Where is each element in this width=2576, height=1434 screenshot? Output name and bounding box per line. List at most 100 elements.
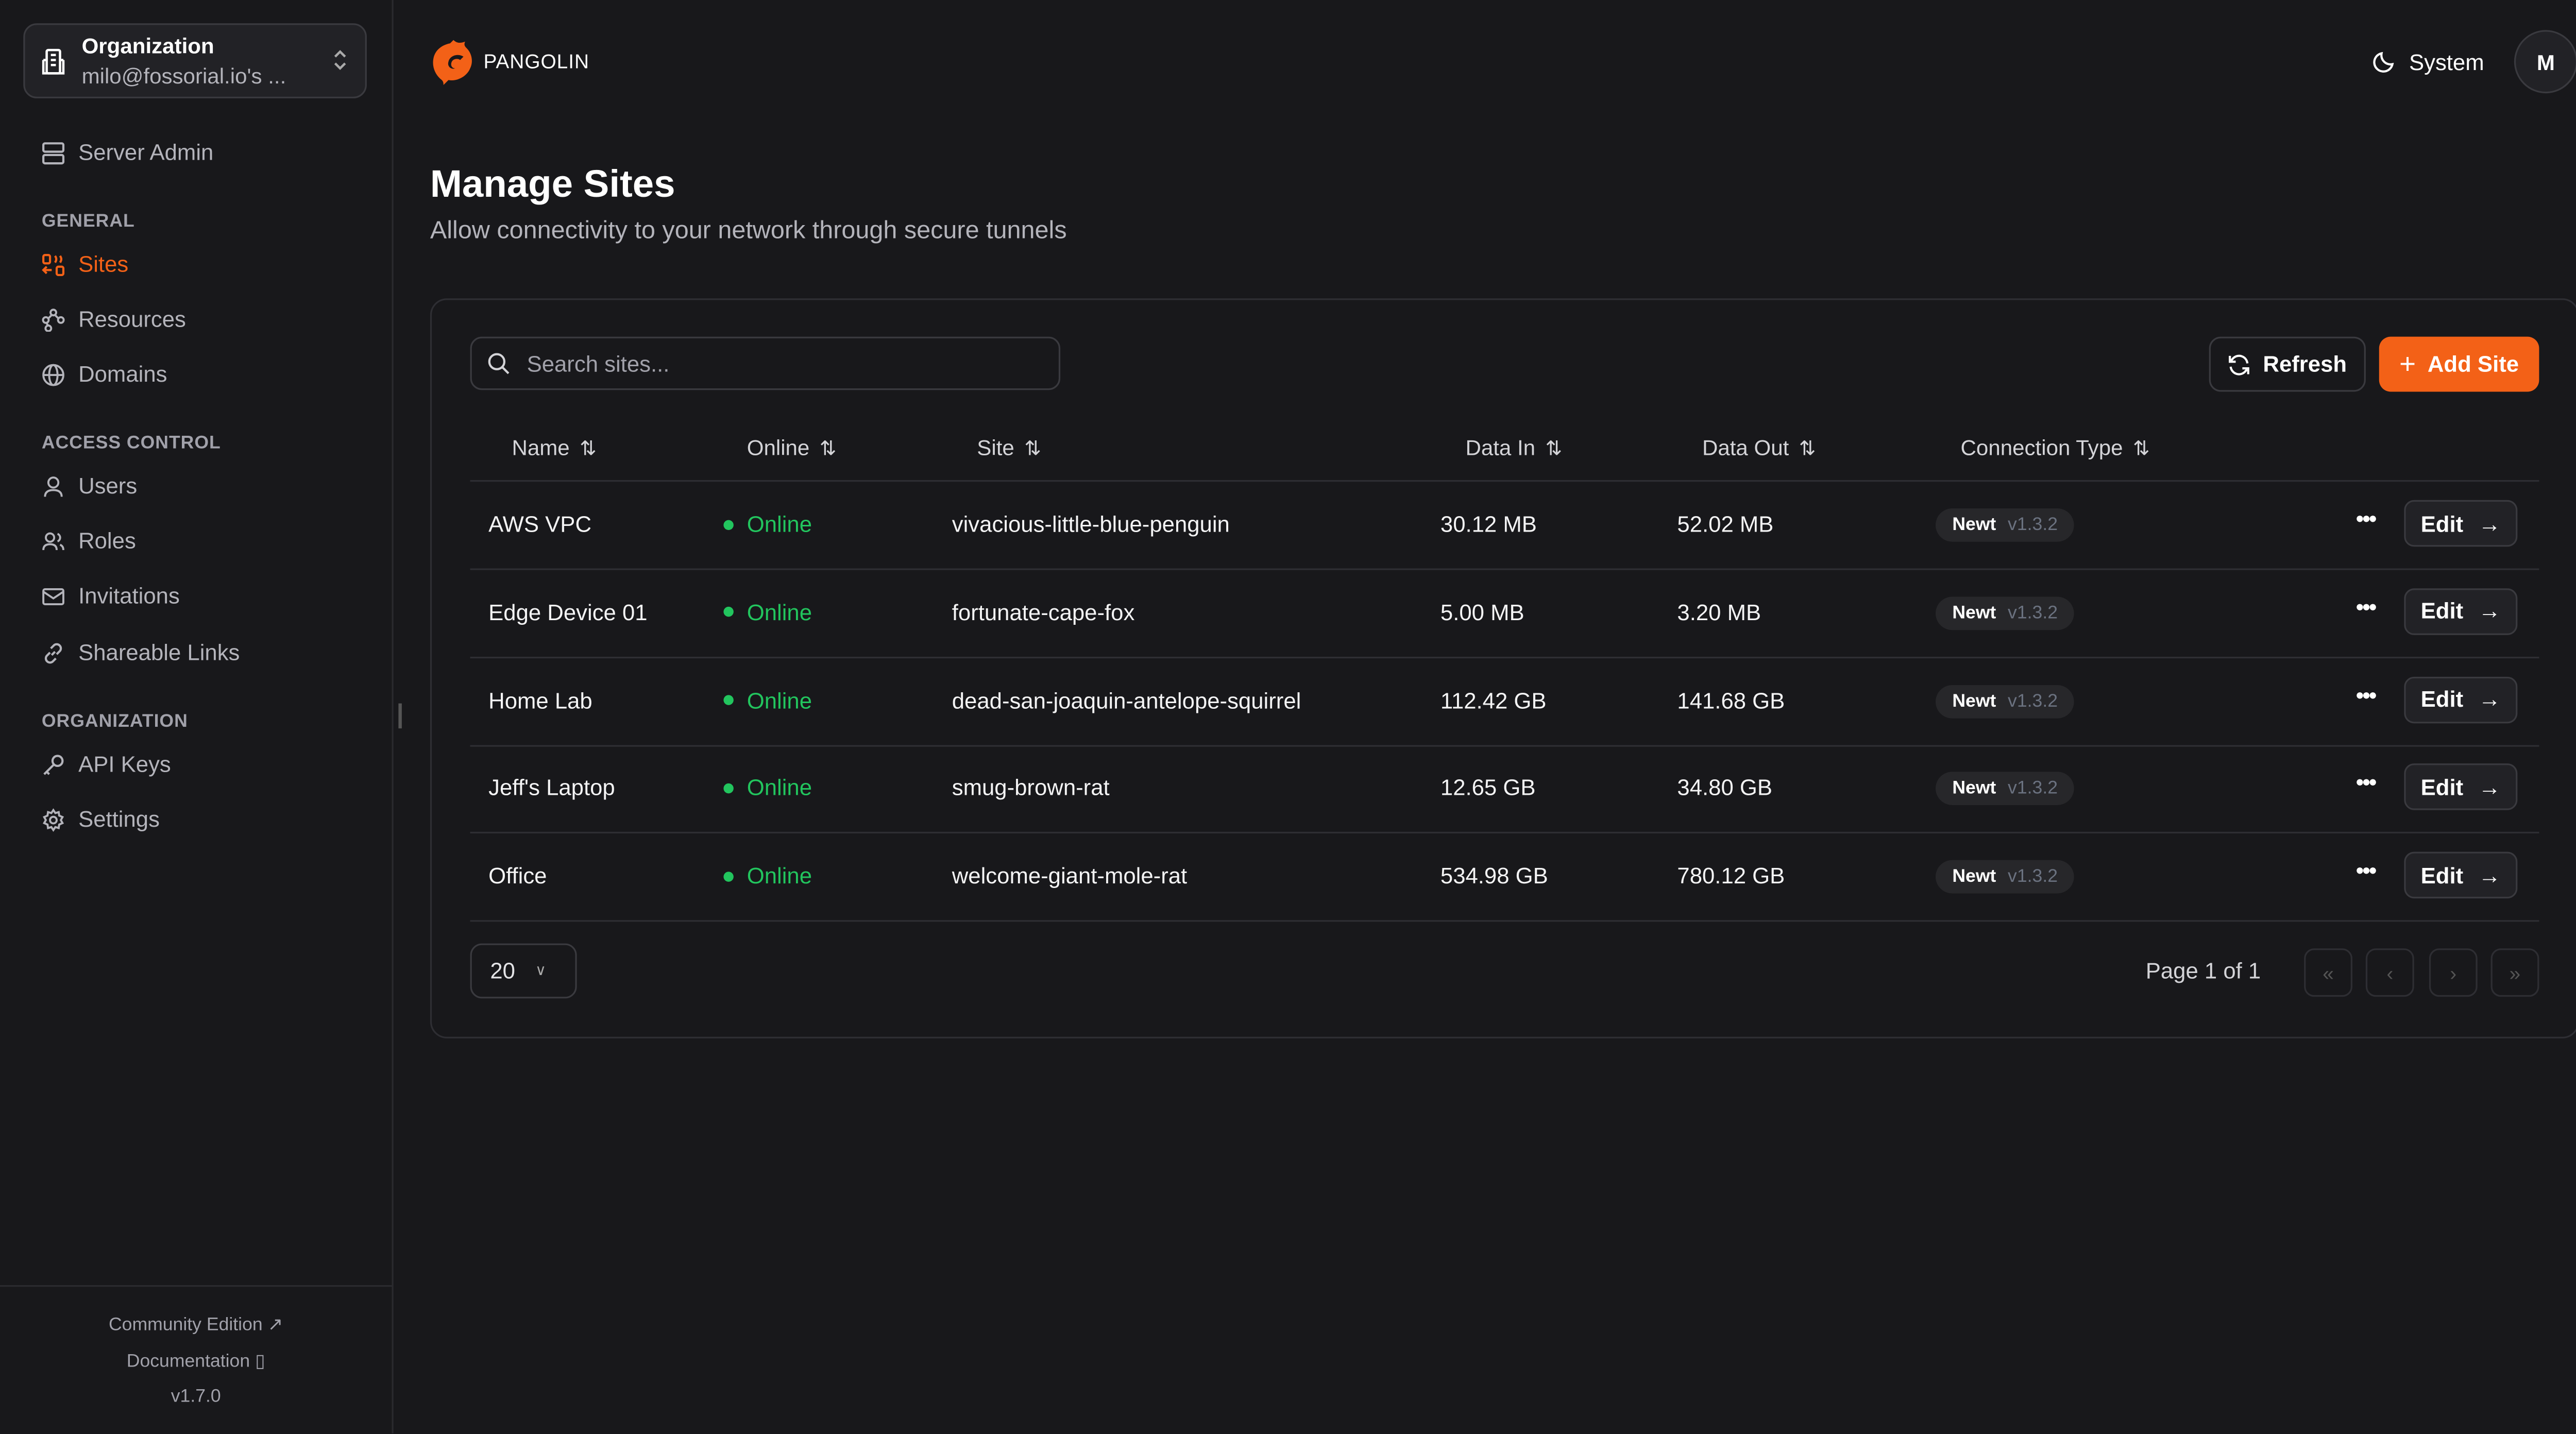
site-name: AWS VPC [488,511,592,537]
sidebar-item-api-keys[interactable]: API Keys [42,752,171,777]
sidebar-item-label: Sites [78,251,129,277]
column-header[interactable]: Site ⇅ [977,435,1041,460]
sidebar-item-label: Shareable Links [78,640,240,665]
edit-button[interactable]: Edit → [2404,676,2518,723]
globe-icon [42,363,64,385]
more-actions-button[interactable]: ••• [2355,857,2377,884]
more-actions-button[interactable]: ••• [2355,769,2377,796]
column-header[interactable]: Data Out ⇅ [1702,435,1816,460]
documentation-link[interactable]: Documentation ▯ [0,1350,392,1372]
column-label: Site [977,435,1014,460]
table-row: AWS VPC Online vivacious-little-blue-pen… [470,482,2539,570]
section-access-control: ACCESS CONTROL [41,433,221,454]
column-label: Online [747,435,810,460]
more-actions-button[interactable]: ••• [2355,593,2377,620]
page-title: Manage Sites [430,161,675,206]
search-field[interactable] [470,336,1061,390]
sidebar-item-label: Settings [78,807,160,832]
chevrons-right-icon: » [2509,961,2521,984]
prev-page-button[interactable]: ‹ [2365,948,2414,997]
next-page-button[interactable]: › [2429,948,2478,997]
arrow-right-icon: → [2478,510,2501,536]
sidebar-item-invitations[interactable]: Invitations [42,584,180,608]
sidebar-item-server-admin[interactable]: Server Admin [42,140,213,165]
site-id: vivacious-little-blue-penguin [952,511,1230,537]
sidebar-item-users[interactable]: Users [42,473,137,499]
sidebar-item-roles[interactable]: Roles [42,528,136,554]
sidebar-item-label: API Keys [78,752,171,777]
site-name: Edge Device 01 [488,600,648,625]
documentation-label: Documentation [126,1352,250,1372]
site-name: Home Lab [488,688,592,713]
add-site-button[interactable]: + Add Site [2379,336,2539,392]
page-subtitle: Allow connectivity to your network throu… [430,216,1067,245]
community-edition-link[interactable]: Community Edition ↗ [0,1313,392,1335]
sidebar-resize-handle[interactable] [398,703,402,729]
edit-label: Edit [2420,599,2464,624]
sidebar-item-shareable-links[interactable]: Shareable Links [42,640,240,665]
sort-icon: ⇅ [1545,436,1563,459]
sidebar-item-label: Domains [78,362,167,387]
edit-button[interactable]: Edit → [2404,852,2518,899]
connection-type-badge: Newt v1.3.2 [1935,860,2075,894]
sidebar-item-label: Resources [78,306,186,332]
gear-icon [43,807,64,831]
sidebar-item-resources[interactable]: Resources [42,306,186,332]
resources-icon [42,308,65,331]
online-status: Online [723,864,812,889]
search-input[interactable] [523,349,1030,378]
sidebar-item-sites[interactable]: Sites [42,252,128,277]
page-info: Page 1 of 1 [2145,958,2261,984]
status-label: Online [747,511,812,537]
sidebar-item-label: Roles [78,528,136,554]
org-selector[interactable]: Organization milo@fossorial.io's ... [23,23,367,98]
theme-toggle[interactable]: System [2372,49,2484,74]
column-label: Connection Type [1960,435,2123,460]
edit-label: Edit [2420,687,2464,712]
plus-icon: + [2399,347,2416,380]
users-icon [42,531,64,550]
data-in: 534.98 GB [1440,863,1548,889]
site-name: Office [488,863,547,889]
sites-card: Refresh + Add Site Name⇅Online⇅Site⇅Data… [430,298,2576,1039]
column-label: Name [512,435,570,460]
first-page-button[interactable]: « [2304,948,2352,997]
status-dot [723,783,734,793]
site-id: dead-san-joaquin-antelope-squirrel [952,688,1301,713]
last-page-button[interactable]: » [2490,948,2539,997]
edit-button[interactable]: Edit → [2404,588,2518,635]
more-actions-button[interactable]: ••• [2355,681,2377,708]
arrow-right-icon: → [2478,599,2501,624]
sidebar-item-settings[interactable]: Settings [42,807,160,832]
edit-button[interactable]: Edit → [2404,764,2518,811]
avatar[interactable]: M [2514,30,2576,94]
table-row: Home Lab Online dead-san-joaquin-antelop… [470,658,2539,746]
refresh-icon [2229,354,2250,375]
connection-type-badge: Newt v1.3.2 [1935,508,2075,542]
status-dot [723,607,734,618]
data-in: 12.65 GB [1440,776,1536,801]
section-organization: ORGANIZATION [41,711,188,732]
column-header[interactable]: Data In ⇅ [1465,435,1562,460]
more-actions-button[interactable]: ••• [2355,505,2377,532]
edit-button[interactable]: Edit → [2404,500,2518,547]
brand-logo[interactable]: PANGOLIN [430,37,589,87]
column-header[interactable]: Name ⇅ [512,435,596,460]
site-id: smug-brown-rat [952,776,1110,801]
column-header[interactable]: Online ⇅ [747,435,837,460]
site-id: welcome-giant-mole-rat [952,863,1188,889]
data-in: 112.42 GB [1440,688,1547,713]
data-out: 34.80 GB [1677,776,1773,801]
sidebar-item-domains[interactable]: Domains [42,362,167,387]
data-in: 30.12 MB [1440,511,1537,537]
connection-version: v1.3.2 [2008,867,2058,887]
chevron-right-icon: › [2450,961,2457,984]
refresh-button[interactable]: Refresh [2209,336,2366,392]
page-size-select[interactable]: 20 ∨ [470,943,577,999]
column-header[interactable]: Connection Type ⇅ [1961,435,2150,460]
sidebar-footer: Community Edition ↗ Documentation ▯ v1.7… [0,1285,392,1434]
connection-version: v1.3.2 [2008,515,2058,535]
page-size-value: 20 [490,958,516,984]
chevrons-left-icon: « [2323,961,2334,984]
chevrons-up-down-icon [334,50,346,70]
